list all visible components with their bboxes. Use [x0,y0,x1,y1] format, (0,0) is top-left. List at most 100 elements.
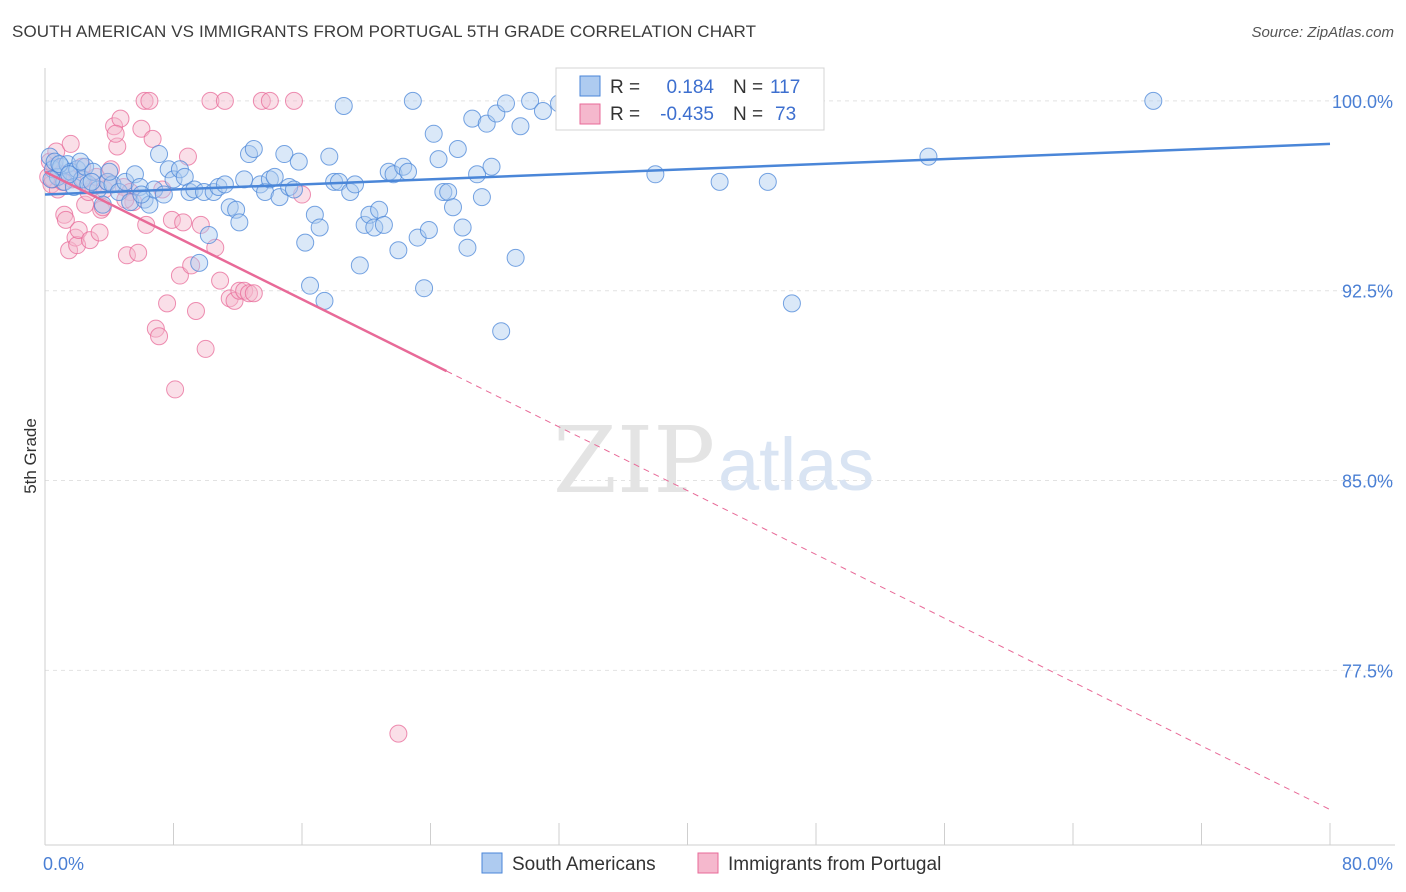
trend-lines [44,142,1331,811]
pink-point-18 [90,223,109,242]
pink-point-63 [389,724,408,743]
blue-point-97 [506,248,525,267]
blue-point-34 [190,253,209,272]
blue-point-114 [82,172,101,191]
blue-point-106 [758,172,777,191]
pink-point-53 [220,289,239,308]
blue-point-42 [230,213,249,232]
pink-point-32 [135,91,154,110]
pink-point-48 [196,339,215,358]
blue-point-84 [439,183,458,202]
pink-point-40 [162,210,181,229]
pink-point-23 [105,117,124,136]
x-ticks [44,823,1331,845]
legend-r-value-2: -0.435 [660,104,714,125]
y-tick-label-1: 92.5% [1342,282,1393,302]
x-tick-label-0: 0.0% [43,854,84,874]
blue-point-80 [419,220,438,239]
blue-point-88 [458,238,477,257]
pink-point-51 [211,271,230,290]
y-tick-label-0: 100.0% [1332,92,1393,112]
watermark-atlas: atlas [718,423,874,506]
bottom-legend: South Americans Immigrants from Portugal [481,852,941,875]
axes [44,68,1395,846]
pink-point-37 [150,327,169,346]
blue-point-109 [1144,91,1163,110]
legend-swatch-blue [579,75,601,97]
legend-box: R = 0.184 N = 117 R = -0.435 N = 73 [555,67,825,131]
legend-n-label-1: N = [733,77,763,98]
blue-point-63 [334,96,353,115]
y-tick-label-3: 77.5% [1342,661,1393,681]
trend-line-solid-1 [44,170,448,373]
pink-point-44 [178,147,197,166]
legend-r-label-2: R = [610,104,640,125]
blue-point-26 [150,145,169,164]
pink-point-34 [140,91,159,110]
bottom-legend-swatch-blue [481,852,503,874]
blue-point-100 [533,102,552,121]
watermark: ZIP atlas [553,407,874,514]
pink-point-68 [61,134,80,153]
trend-line-dashed-1 [446,370,1331,811]
legend-r-label-1: R = [610,77,640,98]
blue-point-95 [492,322,511,341]
blue-point-99 [521,91,540,110]
blue-point-104 [646,165,665,184]
blue-point-50 [270,188,289,207]
pink-point-31 [132,119,151,138]
pink-point-57 [239,284,258,303]
watermark-zip: ZIP [553,407,715,514]
pink-point-25 [111,109,130,128]
pink-point-46 [186,301,205,320]
blue-point-116 [132,185,151,204]
blue-point-44 [239,145,258,164]
pink-point-71 [106,124,125,143]
pink-point-58 [244,284,263,303]
blue-point-79 [415,279,434,298]
blue-point-45 [244,139,263,158]
blue-point-60 [320,147,339,166]
blue-point-86 [448,139,467,158]
pink-point-60 [260,91,279,110]
blue-point-51 [275,145,294,164]
pink-point-52 [215,91,234,110]
blue-point-75 [394,157,413,176]
blue-point-92 [477,114,496,133]
blue-point-87 [453,218,472,237]
blue-point-108 [919,147,938,166]
y-tick-labels: 100.0% 92.5% 85.0% 77.5% [1332,92,1393,681]
blue-point-82 [429,150,448,169]
blue-point-71 [374,215,393,234]
blue-point-94 [487,104,506,123]
blue-point-76 [399,162,418,181]
blue-point-66 [350,256,369,275]
legend-r-value-1: 0.184 [666,77,714,98]
blue-point-58 [310,218,329,237]
blue-point-110 [42,170,61,189]
blue-point-83 [434,183,453,202]
legend-swatch-pink [579,103,601,125]
y-axis-label: 5th Grade [21,418,40,494]
bottom-legend-swatch-pink [697,852,719,874]
blue-point-89 [463,109,482,128]
legend-n-value-1: 117 [770,77,800,98]
pink-point-11 [69,220,88,239]
pink-point-6 [56,210,75,229]
blue-point-49 [265,167,284,186]
blue-point-48 [260,170,279,189]
blue-point-111 [50,155,69,174]
blue-point-81 [424,124,443,143]
chart-title: SOUTH AMERICAN VS IMMIGRANTS FROM PORTUG… [12,22,757,41]
blue-point-55 [296,233,315,252]
blue-point-113 [71,152,90,171]
pink-point-42 [170,266,189,285]
blue-point-29 [164,170,183,189]
x-tick-labels: 0.0% 80.0% [43,854,1393,874]
blue-point-56 [301,276,320,295]
pink-point-54 [225,291,244,310]
blue-point-107 [782,294,801,313]
pink-point-49 [201,91,220,110]
blue-point-36 [199,226,218,245]
pink-point-35 [143,129,162,148]
